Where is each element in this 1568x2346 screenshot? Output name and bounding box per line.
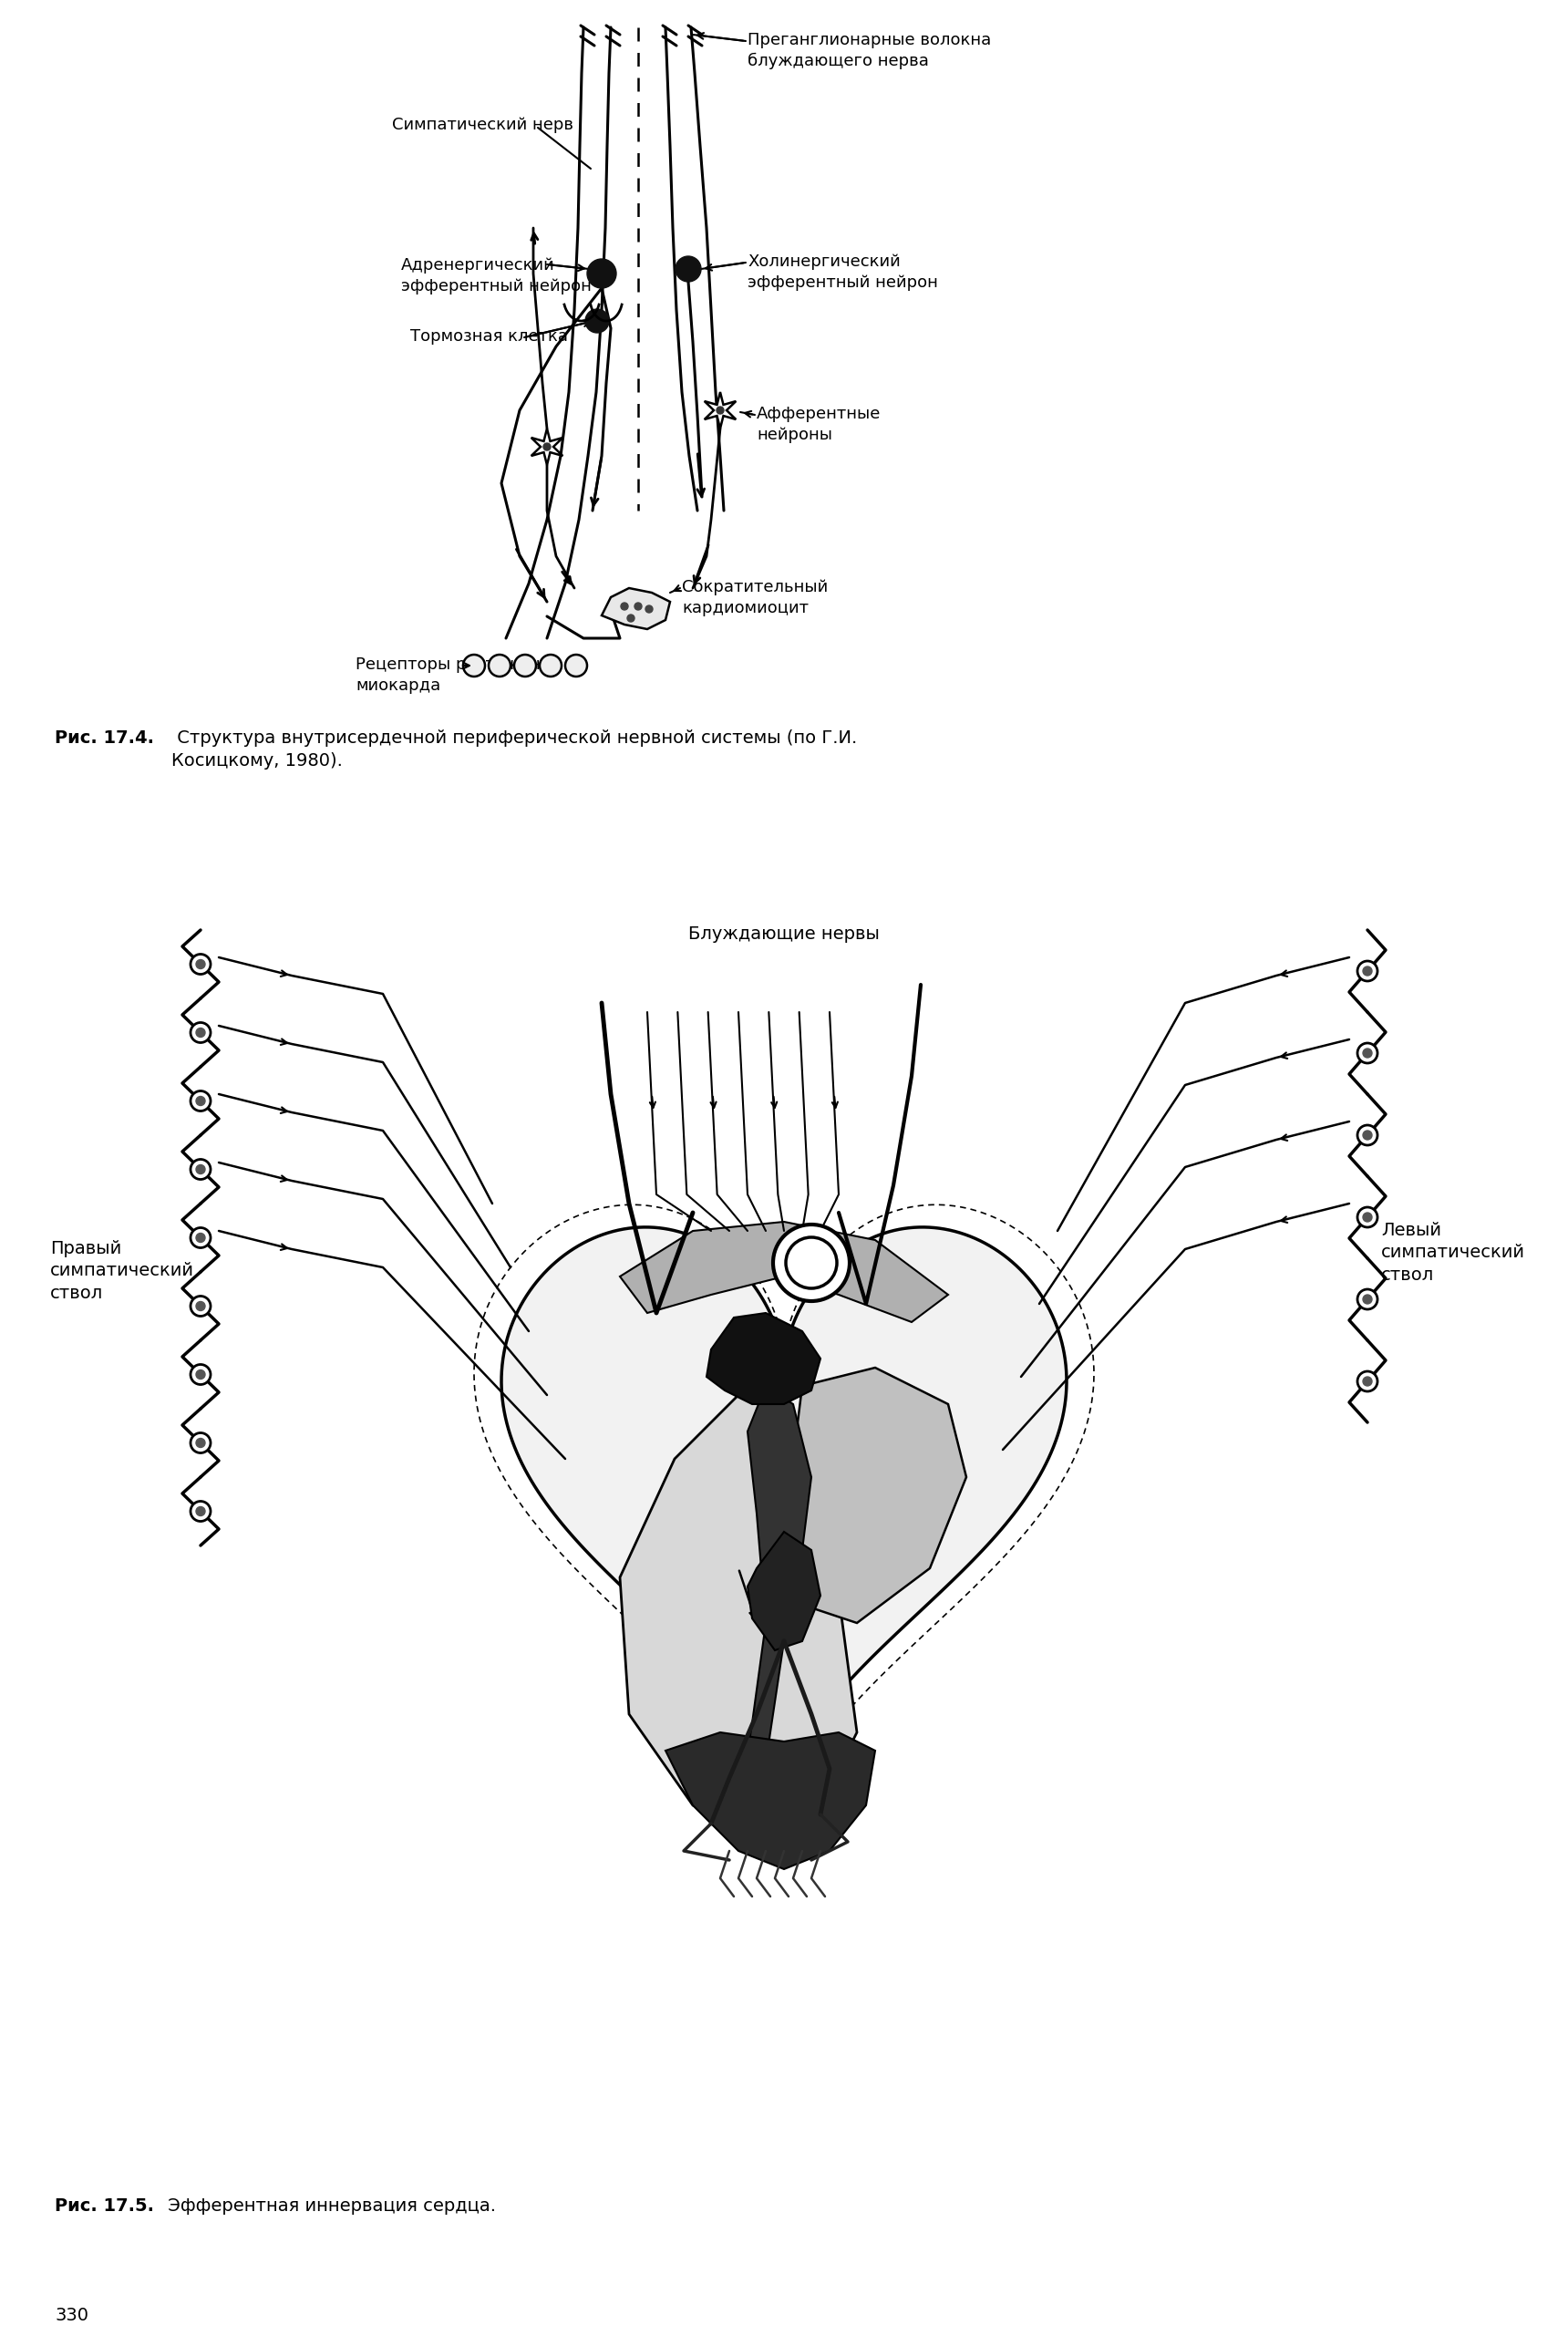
Circle shape (191, 1023, 210, 1042)
Text: Адренергический
эфферентный нейрон: Адренергический эфферентный нейрон (401, 258, 591, 293)
Polygon shape (502, 1227, 1066, 1790)
Polygon shape (704, 392, 735, 429)
Circle shape (786, 1236, 837, 1288)
Text: Рецепторы растяжения
миокарда: Рецепторы растяжения миокарда (356, 657, 561, 694)
Text: Преганглионарные волокна
блуждающего нерва: Преганглионарные волокна блуждающего нер… (748, 33, 991, 70)
Circle shape (191, 1091, 210, 1112)
Text: Структура внутрисердечной периферической нервной системы (по Г.И.
Косицкому, 198: Структура внутрисердечной периферической… (171, 730, 858, 769)
Circle shape (676, 256, 701, 282)
Circle shape (544, 443, 550, 450)
Circle shape (585, 310, 608, 333)
Circle shape (196, 1506, 205, 1516)
Circle shape (1358, 1290, 1377, 1309)
Circle shape (1363, 1213, 1372, 1222)
Text: Блуждающие нервы: Блуждающие нервы (688, 924, 880, 943)
Text: Правый
симпатический
ствол: Правый симпатический ствол (50, 1241, 194, 1302)
Circle shape (1358, 1044, 1377, 1063)
Circle shape (564, 655, 586, 676)
Circle shape (627, 615, 635, 622)
Circle shape (463, 655, 485, 676)
Circle shape (621, 603, 629, 610)
Polygon shape (619, 1386, 858, 1823)
Circle shape (196, 1096, 205, 1105)
Circle shape (586, 258, 616, 289)
Circle shape (191, 1227, 210, 1248)
Text: Афферентные
нейроны: Афферентные нейроны (757, 406, 881, 443)
Circle shape (1363, 1049, 1372, 1058)
Circle shape (1363, 1295, 1372, 1304)
Circle shape (646, 605, 652, 612)
Circle shape (1363, 1131, 1372, 1140)
Polygon shape (707, 1314, 820, 1405)
Circle shape (1358, 1372, 1377, 1391)
Circle shape (635, 603, 641, 610)
Circle shape (191, 955, 210, 974)
Circle shape (191, 1295, 210, 1316)
Circle shape (191, 1501, 210, 1520)
Text: Рис. 17.4.: Рис. 17.4. (55, 730, 154, 746)
Circle shape (1363, 967, 1372, 976)
Polygon shape (748, 1532, 820, 1649)
Polygon shape (793, 1368, 966, 1623)
Circle shape (196, 1438, 205, 1447)
Circle shape (191, 1433, 210, 1452)
Polygon shape (665, 1731, 875, 1870)
Text: Левый
симпатический
ствол: Левый симпатический ствол (1381, 1222, 1526, 1283)
Circle shape (196, 1370, 205, 1379)
Circle shape (514, 655, 536, 676)
Text: Эфферентная иннервация сердца.: Эфферентная иннервация сердца. (162, 2198, 495, 2215)
Circle shape (717, 406, 724, 413)
Circle shape (1358, 1208, 1377, 1227)
Circle shape (773, 1225, 850, 1302)
Circle shape (196, 1234, 205, 1243)
Circle shape (1363, 1377, 1372, 1386)
Circle shape (539, 655, 561, 676)
Circle shape (489, 655, 511, 676)
Text: Сократительный
кардиомиоцит: Сократительный кардиомиоцит (682, 579, 828, 617)
Polygon shape (619, 1222, 949, 1323)
Text: 330: 330 (55, 2306, 88, 2325)
Text: Симпатический нерв: Симпатический нерв (392, 117, 574, 134)
Circle shape (196, 1028, 205, 1037)
Circle shape (1358, 962, 1377, 981)
Circle shape (191, 1365, 210, 1384)
Circle shape (196, 960, 205, 969)
Polygon shape (739, 1386, 811, 1823)
Polygon shape (602, 589, 670, 629)
Circle shape (779, 1232, 844, 1295)
Text: Холинергический
эфферентный нейрон: Холинергический эфферентный нейрон (748, 253, 938, 291)
Polygon shape (532, 429, 563, 465)
Text: Рис. 17.5.: Рис. 17.5. (55, 2198, 154, 2215)
Circle shape (191, 1159, 210, 1180)
Text: Тормозная клетка: Тормозная клетка (411, 328, 568, 345)
Circle shape (196, 1166, 205, 1173)
Circle shape (1358, 1126, 1377, 1145)
Circle shape (196, 1302, 205, 1311)
